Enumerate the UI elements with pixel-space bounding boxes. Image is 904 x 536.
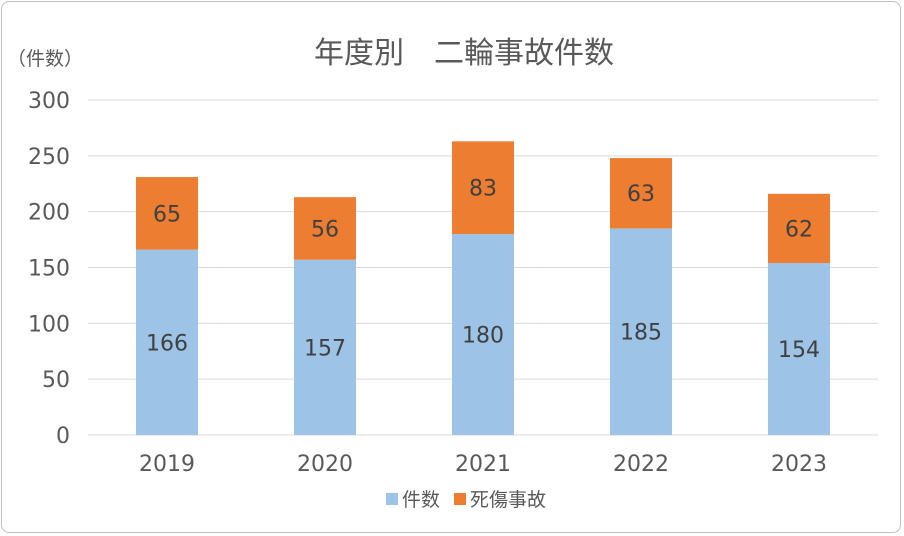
legend-label: 死傷事故 (470, 489, 546, 511)
data-label: 62 (785, 217, 813, 242)
y-tick-label: 50 (42, 368, 70, 393)
x-tick-label: 2023 (771, 452, 827, 477)
bar-segment (452, 234, 514, 435)
y-tick-label: 0 (56, 424, 70, 449)
legend-swatch (386, 493, 398, 505)
bar-segment (610, 228, 672, 435)
bar-segment (452, 141, 514, 234)
data-label: 157 (304, 336, 346, 361)
y-axis-ticks: 0 50 100 150 200 250 300 (28, 89, 70, 449)
data-label: 166 (146, 331, 188, 356)
bar-segment (768, 263, 830, 435)
x-tick-label: 2021 (455, 452, 511, 477)
y-tick-label: 100 (28, 312, 70, 337)
y-tick-label: 150 (28, 257, 70, 282)
data-label: 185 (620, 321, 662, 346)
y-tick-label: 250 (28, 145, 70, 170)
data-label: 154 (778, 338, 820, 363)
bar-segment (294, 259, 356, 435)
x-tick-label: 2020 (297, 452, 353, 477)
bars: 166 65 157 56 180 83 185 63 154 62 (136, 141, 830, 435)
bar-segment (136, 177, 198, 250)
data-label: 56 (311, 217, 339, 242)
chart-title: 年度別 二輪事故件数 (314, 36, 614, 71)
legend: 件数 死傷事故 (386, 489, 546, 511)
y-tick-label: 200 (28, 201, 70, 226)
data-label: 65 (153, 202, 181, 227)
legend-label: 件数 (402, 489, 440, 511)
bar-segment (768, 193, 830, 264)
data-label: 180 (462, 324, 504, 349)
x-tick-label: 2019 (139, 452, 195, 477)
data-label: 83 (469, 177, 497, 202)
x-tick-label: 2022 (613, 452, 669, 477)
bar-segment (610, 158, 672, 229)
bar-segment (294, 197, 356, 260)
bar-segment (136, 249, 198, 435)
y-tick-label: 300 (28, 89, 70, 114)
y-axis-unit-label: （件数） (7, 48, 83, 70)
data-label: 63 (627, 182, 655, 207)
x-axis-ticks: 2019 2020 2021 2022 2023 (139, 452, 827, 477)
legend-swatch (454, 493, 466, 505)
